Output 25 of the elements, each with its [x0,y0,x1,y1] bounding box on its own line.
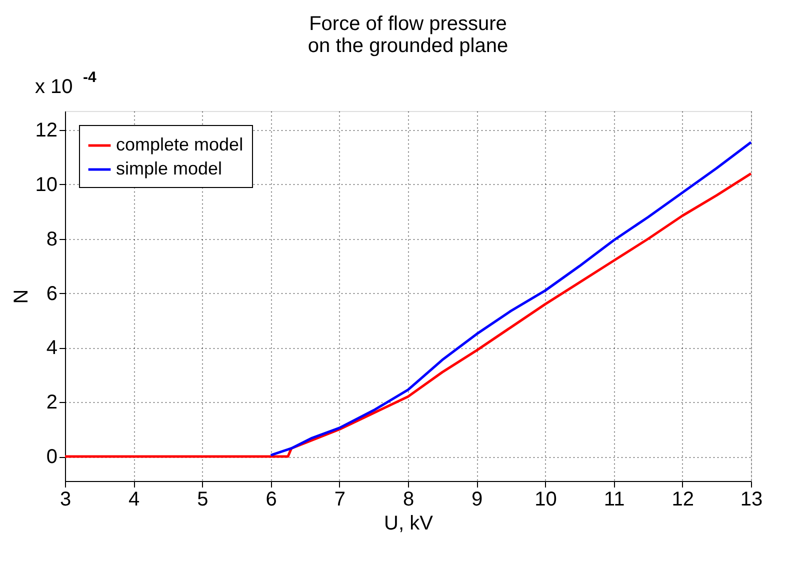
legend-label: simple model [116,158,222,178]
y-tick-label: 2 [46,392,58,414]
chart-title: Force of flow pressure on the grounded plane [308,13,508,57]
x-tick-label: 7 [334,488,346,510]
x-tick-label: 13 [740,488,763,510]
x-tick-label: 8 [402,488,414,510]
y-tick-label: 8 [46,228,58,250]
x-axis-title: U, kV [384,512,434,534]
y-tick-label: 6 [46,282,58,305]
x-tick-label: 6 [266,488,277,510]
y-tick-label: 0 [46,446,58,468]
legend-label: complete model [116,134,244,154]
text: x 10-4 [35,69,97,98]
y-tick-label: 4 [46,337,58,360]
y-tick-label: 12 [35,120,58,142]
y-axis-title: N [10,289,32,304]
x-tick-label: 12 [672,488,694,510]
x-tick-label: 4 [128,488,140,510]
x-tick-label: 5 [197,488,208,510]
x-tick-label: 11 [604,488,625,510]
x-tick-label: 9 [472,488,483,510]
x-tick-label: 3 [60,488,72,510]
line-series [270,141,752,456]
x-tick-label: 10 [534,488,557,510]
y-tick-label: 10 [35,174,58,196]
